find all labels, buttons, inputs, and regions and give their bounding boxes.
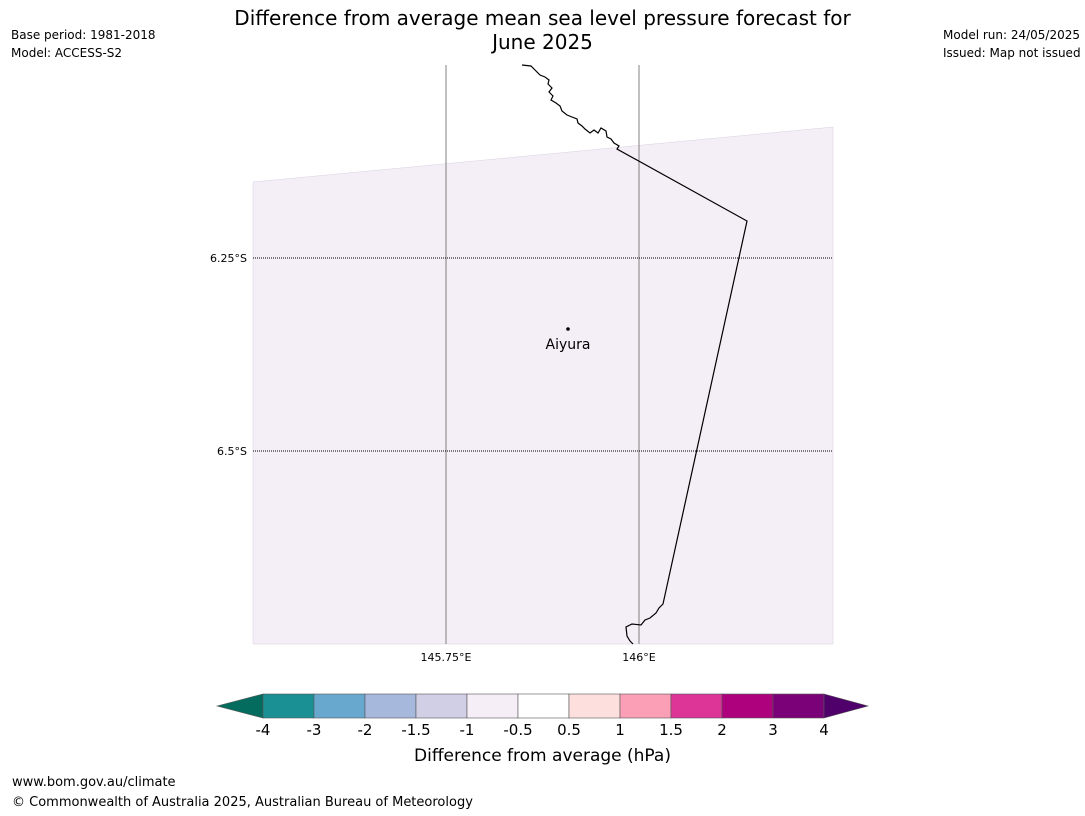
colorbar-tick-label: -0.5 — [503, 721, 532, 739]
colorbar-segment — [262, 693, 315, 719]
metadata-right: Model run: 24/05/2025 Issued: Map not is… — [943, 26, 1081, 62]
title-line-1: Difference from average mean sea level p… — [234, 6, 851, 30]
colorbar-tick-label: -3 — [307, 721, 322, 739]
colorbar-segment — [364, 693, 417, 719]
colorbar-title: Difference from average (hPa) — [414, 746, 671, 766]
colorbar-tick-label: 1 — [615, 721, 625, 739]
model-run: Model run: 24/05/2025 — [943, 28, 1081, 42]
colorbar-tick-label: 0.5 — [557, 721, 581, 739]
base-period: Base period: 1981-2018 — [11, 28, 156, 42]
colorbar-tick-label: 2 — [717, 721, 727, 739]
lat-label-6-5: 6.5°S — [217, 445, 247, 458]
forecast-fill — [252, 126, 834, 645]
colorbar-over-arrow — [823, 693, 870, 719]
model-name: Model: ACCESS-S2 — [11, 46, 123, 60]
colorbar: -4 -3 -2 -1.5 -1 -0.5 0.5 1 1.5 2 3 4 — [215, 693, 870, 739]
colorbar-tick-label: -4 — [256, 721, 271, 739]
title-line-2: June 2025 — [492, 30, 593, 54]
colorbar-segment — [517, 693, 570, 719]
colorbar-segment — [313, 693, 366, 719]
colorbar-segment — [568, 693, 621, 719]
colorbar-tick-label: 4 — [819, 721, 829, 739]
lon-label-145-75: 145.75°E — [421, 651, 472, 664]
colorbar-segment — [466, 693, 519, 719]
metadata-left: Base period: 1981-2018 Model: ACCESS-S2 — [11, 26, 156, 62]
colorbar-segment — [670, 693, 723, 719]
map-title: Difference from average mean sea level p… — [0, 6, 1085, 54]
colorbar-tick-label: 3 — [768, 721, 778, 739]
lat-label-6-25: 6.25°S — [210, 252, 247, 265]
lon-label-146: 146°E — [622, 651, 655, 664]
place-marker — [566, 327, 570, 331]
colorbar-segment — [415, 693, 468, 719]
colorbar-segment — [721, 693, 774, 719]
colorbar-tick-label: 1.5 — [659, 721, 683, 739]
footer-copyright: © Commonwealth of Australia 2025, Austra… — [12, 795, 473, 810]
colorbar-under-arrow — [215, 693, 264, 719]
footer-url[interactable]: www.bom.gov.au/climate — [12, 775, 176, 790]
issued-status: Issued: Map not issued — [943, 46, 1081, 60]
map: Aiyura 6.25°S 6.5°S 145.75°E 146°E — [210, 64, 834, 664]
colorbar-tick-label: -2 — [358, 721, 373, 739]
colorbar-tick-label: -1 — [460, 721, 475, 739]
colorbar-tick-label: -1.5 — [401, 721, 430, 739]
colorbar-segment — [772, 693, 825, 719]
colorbar-segment — [619, 693, 672, 719]
place-label-aiyura: Aiyura — [546, 337, 591, 353]
coastline — [521, 64, 748, 645]
